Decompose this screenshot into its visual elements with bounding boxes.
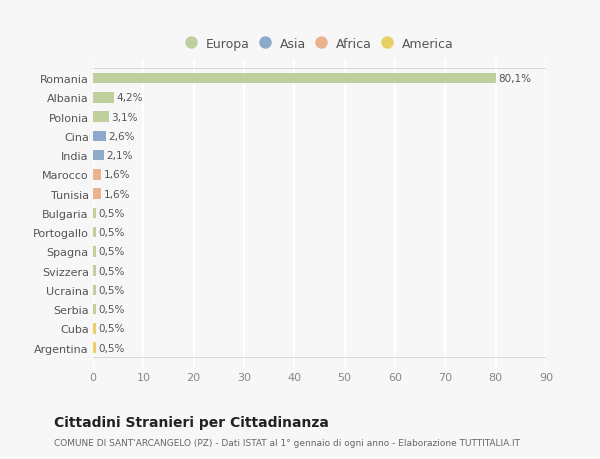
Text: COMUNE DI SANT'ARCANGELO (PZ) - Dati ISTAT al 1° gennaio di ogni anno - Elaboraz: COMUNE DI SANT'ARCANGELO (PZ) - Dati IST… [54, 438, 520, 448]
Bar [93, 93, 114, 103]
Text: 0,5%: 0,5% [98, 266, 124, 276]
Text: 1,6%: 1,6% [104, 189, 130, 199]
Bar [93, 73, 496, 84]
Bar [93, 227, 95, 238]
Bar [93, 285, 95, 296]
Bar [93, 131, 106, 142]
Text: 0,5%: 0,5% [98, 247, 124, 257]
Bar [93, 208, 95, 219]
Text: 0,5%: 0,5% [98, 304, 124, 314]
Bar [93, 304, 95, 315]
Bar [93, 189, 101, 200]
Text: 0,5%: 0,5% [98, 324, 124, 334]
Text: 3,1%: 3,1% [111, 112, 137, 123]
Text: 2,6%: 2,6% [109, 132, 135, 141]
Bar [93, 343, 95, 353]
Text: 0,5%: 0,5% [98, 343, 124, 353]
Text: 0,5%: 0,5% [98, 208, 124, 218]
Bar [93, 246, 95, 257]
Bar [93, 112, 109, 123]
Bar [93, 151, 104, 161]
Text: 0,5%: 0,5% [98, 228, 124, 238]
Text: 4,2%: 4,2% [116, 93, 143, 103]
Text: 2,1%: 2,1% [106, 151, 133, 161]
Text: Cittadini Stranieri per Cittadinanza: Cittadini Stranieri per Cittadinanza [54, 415, 329, 429]
Text: 80,1%: 80,1% [499, 74, 532, 84]
Bar [93, 170, 101, 180]
Text: 1,6%: 1,6% [104, 170, 130, 180]
Bar [93, 324, 95, 334]
Text: 0,5%: 0,5% [98, 285, 124, 295]
Legend: Europa, Asia, Africa, America: Europa, Asia, Africa, America [183, 35, 456, 53]
Bar [93, 266, 95, 276]
